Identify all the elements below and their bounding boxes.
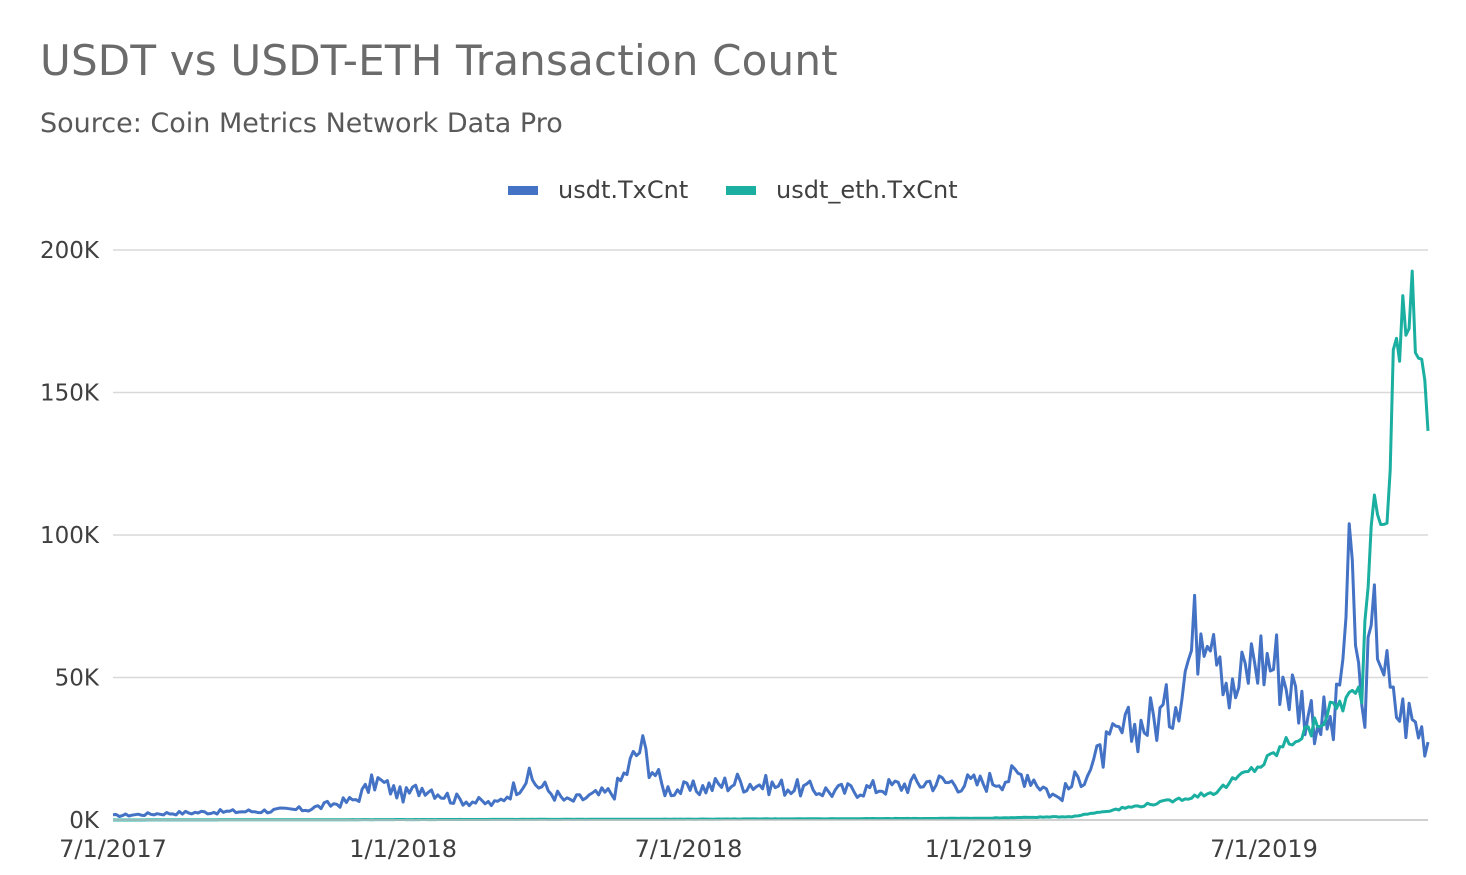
chart-title: USDT vs USDT-ETH Transaction Count xyxy=(40,36,838,85)
chart-legend: usdt.TxCnt usdt_eth.TxCnt xyxy=(508,176,958,204)
y-tick-label: 0K xyxy=(69,808,100,834)
series-line-usdt xyxy=(112,522,1430,818)
y-tick-label: 50K xyxy=(55,666,100,692)
chart-subtitle: Source: Coin Metrics Network Data Pro xyxy=(40,108,563,139)
series-lines xyxy=(112,269,1430,822)
y-tick-label: 200K xyxy=(40,238,100,264)
x-tick-label: 7/1/2018 xyxy=(635,835,743,863)
y-tick-label: 150K xyxy=(40,381,100,407)
y-axis-labels: 0K 50K 100K 150K 200K xyxy=(40,238,100,834)
x-tick-label: 1/1/2018 xyxy=(349,835,457,863)
series-line-usdt-eth xyxy=(113,269,1430,822)
legend-label: usdt_eth.TxCnt xyxy=(776,176,958,204)
legend-swatch xyxy=(726,186,756,195)
x-tick-label: 7/1/2017 xyxy=(59,835,167,863)
legend-label: usdt.TxCnt xyxy=(558,176,688,204)
x-axis-labels: 7/1/2017 1/1/2018 7/1/2018 1/1/2019 7/1/2019 xyxy=(59,835,1318,863)
x-tick-label: 1/1/2019 xyxy=(925,835,1033,863)
y-tick-label: 100K xyxy=(40,523,100,549)
legend-swatch xyxy=(508,186,538,195)
x-tick-label: 7/1/2019 xyxy=(1210,835,1318,863)
grid-lines xyxy=(113,249,1428,679)
